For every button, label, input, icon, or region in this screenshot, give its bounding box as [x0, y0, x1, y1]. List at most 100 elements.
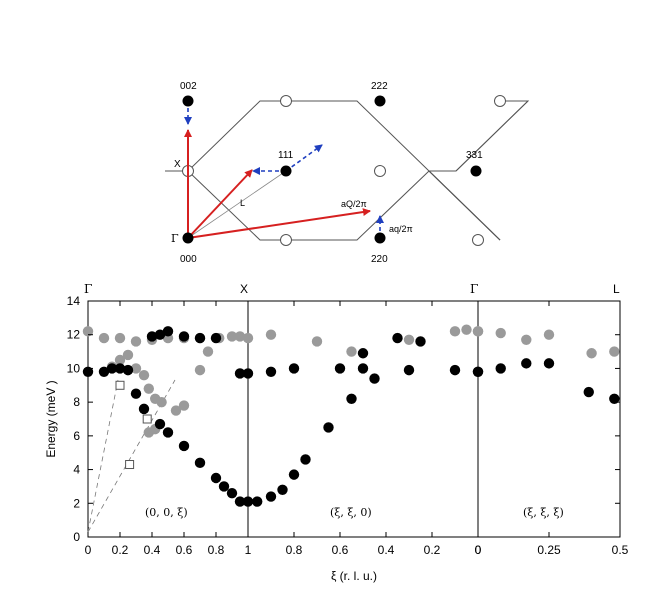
data-point-open-square: [115, 380, 125, 390]
boundary-point: [374, 165, 386, 177]
boundary-point: [280, 95, 292, 107]
data-point-black: [609, 393, 620, 404]
data-point-gray: [156, 396, 167, 408]
data-point-gray: [543, 329, 555, 340]
data-point-black: [162, 326, 174, 337]
y-tick-label: 4: [73, 463, 80, 477]
lattice-point-220: [374, 232, 386, 244]
data-point-black: [300, 454, 311, 465]
data-point-black: [210, 332, 222, 344]
lattice-point-222: [374, 95, 386, 107]
lattice-point-002: [182, 95, 194, 107]
data-point-black: [114, 363, 126, 374]
sound-line: [154, 379, 176, 416]
data-point-black: [472, 366, 484, 377]
data-point-black: [334, 363, 346, 374]
data-point-open-square: [125, 460, 135, 470]
data-point-black: [178, 331, 190, 342]
x-tick-label: 0: [475, 543, 482, 557]
label-l: L: [240, 198, 245, 208]
direction-label-2: (ξ, ξ, ξ): [523, 506, 564, 519]
data-point-gray: [234, 331, 246, 342]
data-point-gray: [170, 405, 182, 416]
label-111: 111: [278, 150, 294, 161]
data-point-black: [392, 332, 403, 344]
y-tick-label: 8: [73, 395, 80, 409]
data-point-gray: [178, 400, 190, 411]
x-tick-label: 0: [475, 543, 482, 557]
data-point-black: [178, 440, 190, 452]
data-point-black: [265, 491, 277, 502]
plot-frame: [87, 300, 621, 538]
y-tick-label: 14: [67, 294, 81, 308]
x-tick-label: 0.2: [112, 543, 129, 557]
data-point-black: [495, 363, 506, 374]
data-point-gray: [98, 332, 110, 344]
data-point-black: [265, 366, 277, 377]
data-point-black: [277, 484, 288, 495]
y-axis-label: Energy (meV ): [44, 380, 58, 457]
y-tick-label: 0: [73, 530, 80, 544]
chart-marks: [82, 324, 620, 507]
data-point-gray: [521, 334, 532, 345]
data-point-gray: [138, 369, 150, 381]
data-point-black: [130, 388, 142, 399]
data-point-black: [82, 366, 94, 377]
data-point-gray: [226, 331, 238, 342]
data-point-gray: [143, 383, 154, 394]
data-point-gray: [311, 336, 323, 347]
sym-label-gamma: Γ: [84, 282, 92, 296]
data-point-black: [346, 393, 357, 404]
sym-label-l: L: [613, 282, 620, 296]
data-point-black: [226, 487, 238, 499]
data-point-black: [415, 336, 426, 347]
data-point-black: [288, 469, 300, 480]
sound-line: [87, 379, 119, 533]
x-tick-label: 0.5: [612, 543, 629, 557]
sym-label-x: X: [240, 282, 248, 296]
reciprocal-lattice-diagram: 002 111 222 331 000 220 Γ X L aQ/2π aq/2…: [165, 81, 530, 265]
data-point-black: [449, 364, 461, 376]
x-tick-label: 0.25: [537, 543, 561, 557]
data-point-gray: [449, 326, 461, 337]
data-point-gray: [130, 363, 142, 374]
data-point-gray: [114, 354, 126, 366]
data-point-black: [242, 496, 254, 507]
data-point-gray: [346, 346, 357, 357]
data-point-gray: [82, 326, 94, 337]
data-point-black: [357, 348, 369, 359]
data-point-gray: [202, 346, 214, 357]
gamma-l-line: [187, 170, 287, 239]
zone-edge: [428, 170, 501, 241]
data-point-gray: [265, 329, 277, 340]
lattice-point-111: [280, 165, 292, 177]
data-point-black: [162, 427, 174, 438]
data-point-black: [583, 386, 594, 398]
data-point-black: [369, 373, 380, 384]
data-point-black: [234, 368, 246, 379]
data-point-open-square: [142, 414, 152, 424]
data-point-black: [403, 364, 415, 376]
data-point-black: [138, 403, 150, 415]
data-point-black: [106, 363, 118, 374]
data-point-black: [323, 422, 334, 433]
data-point-gray: [122, 349, 134, 361]
label-331: 331: [466, 150, 483, 161]
x-tick-label: 0.8: [286, 543, 303, 557]
data-point-black: [521, 358, 532, 369]
label-aQ: aQ/2π: [341, 199, 367, 209]
data-point-black: [122, 364, 134, 376]
data-point-black: [146, 331, 158, 342]
direction-label-1: (ξ, ξ, 0): [330, 506, 372, 519]
sym-label-gamma-2: Γ: [470, 282, 478, 296]
q-vector-blue: [285, 144, 323, 172]
sound-line: [87, 414, 156, 533]
data-point-gray: [495, 327, 506, 339]
data-point-gray: [194, 364, 206, 376]
lattice-point-000: [182, 232, 194, 244]
data-point-black: [194, 332, 206, 344]
data-point-gray: [114, 332, 126, 344]
x-tick-label: 0.2: [424, 543, 441, 557]
